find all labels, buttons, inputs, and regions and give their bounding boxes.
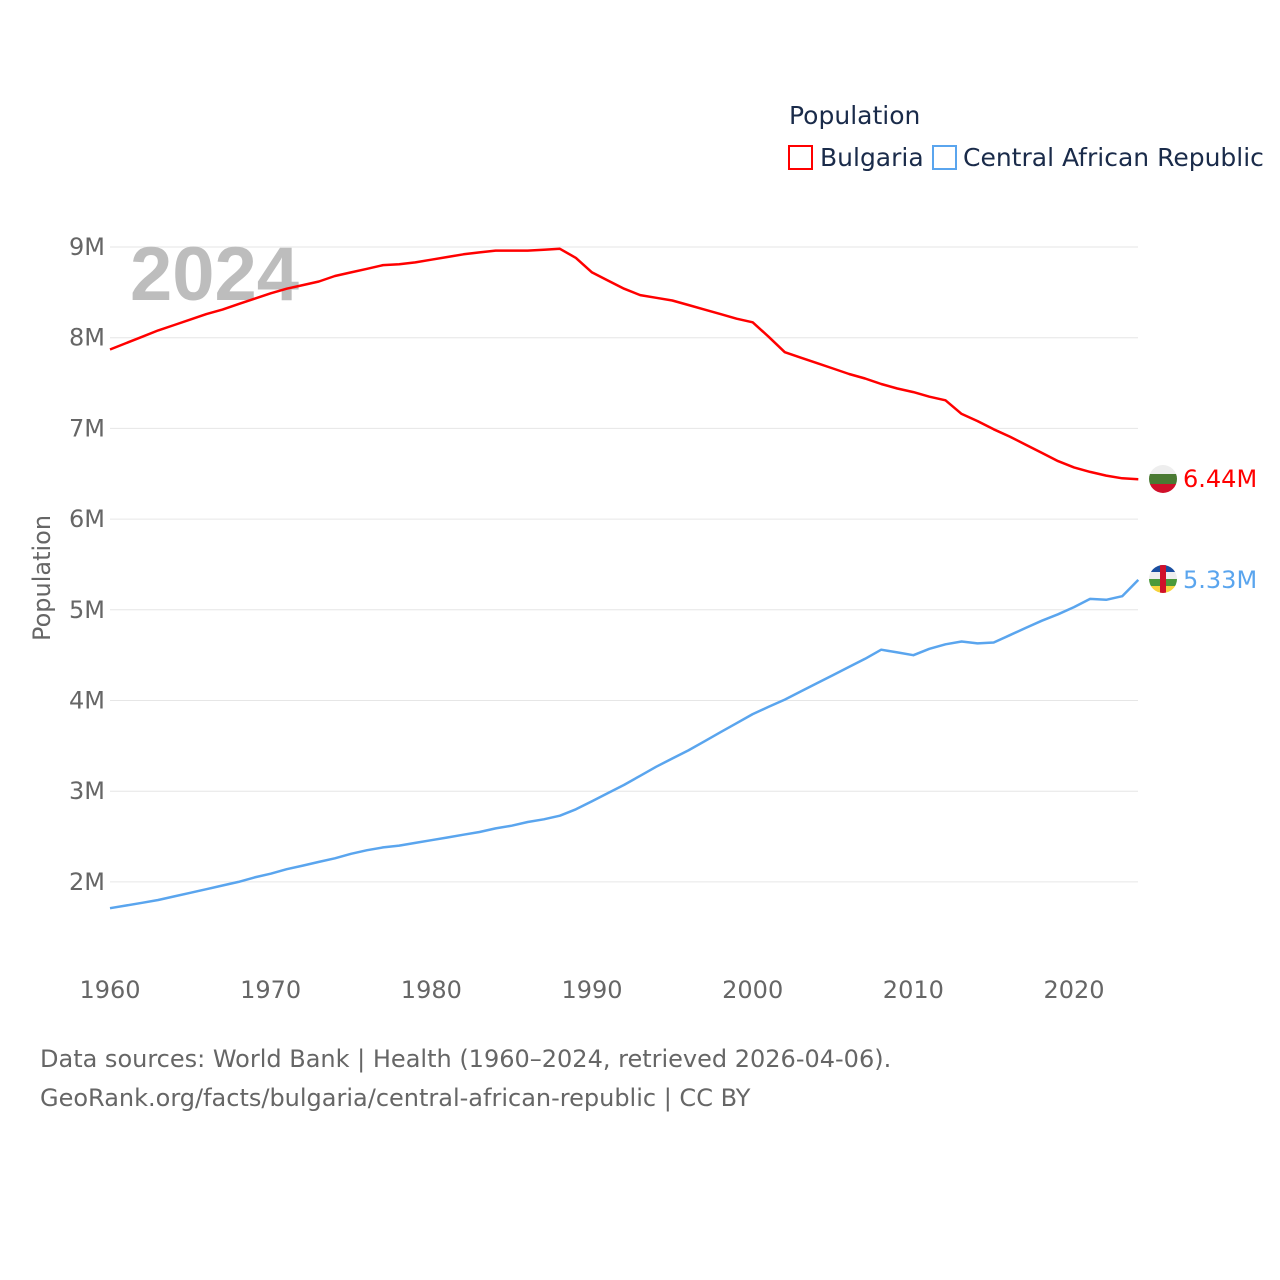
y-tick-label: 2M xyxy=(69,868,105,896)
x-axis: 1960 1970 1980 1990 2000 2010 2020 xyxy=(79,976,1104,1004)
y-tick-label: 4M xyxy=(69,687,105,715)
legend-label-car[interactable]: Central African Republic xyxy=(963,143,1264,172)
y-axis-label: Population xyxy=(28,515,56,641)
series-line-central-african-republic xyxy=(109,579,1140,910)
x-tick-label: 2000 xyxy=(722,976,783,1004)
legend-label-bulgaria[interactable]: Bulgaria xyxy=(820,143,924,172)
central-african-republic-flag-icon xyxy=(1149,565,1177,593)
x-tick-label: 1960 xyxy=(79,976,140,1004)
legend-swatch-car[interactable] xyxy=(932,145,957,170)
series-lines xyxy=(109,247,1140,910)
end-value-label: 5.33M xyxy=(1183,566,1257,594)
x-tick-label: 1980 xyxy=(401,976,462,1004)
y-tick-label: 9M xyxy=(69,233,105,261)
series-end-labels: 6.44M 5.33M xyxy=(1183,465,1257,594)
end-value-label: 6.44M xyxy=(1183,465,1257,493)
x-tick-label: 1970 xyxy=(240,976,301,1004)
x-tick-label: 2010 xyxy=(883,976,944,1004)
footer-sources: Data sources: World Bank | Health (1960–… xyxy=(40,1045,892,1073)
legend-swatch-bulgaria[interactable] xyxy=(788,145,813,170)
bulgaria-flag-icon xyxy=(1149,465,1177,493)
y-tick-label: 8M xyxy=(69,324,105,352)
y-tick-label: 3M xyxy=(69,777,105,805)
grid xyxy=(110,246,1138,883)
x-tick-label: 1990 xyxy=(561,976,622,1004)
legend-title: Population xyxy=(789,101,920,130)
y-tick-label: 5M xyxy=(69,596,105,624)
x-tick-label: 2020 xyxy=(1043,976,1104,1004)
y-axis: 2M 3M 4M 5M 6M 7M 8M 9M xyxy=(69,233,105,896)
series-line-bulgaria xyxy=(109,247,1139,481)
footer-link[interactable]: GeoRank.org/facts/bulgaria/central-afric… xyxy=(40,1084,751,1112)
year-watermark: 2024 xyxy=(130,232,299,317)
y-tick-label: 7M xyxy=(69,414,105,442)
y-tick-label: 6M xyxy=(69,505,105,533)
